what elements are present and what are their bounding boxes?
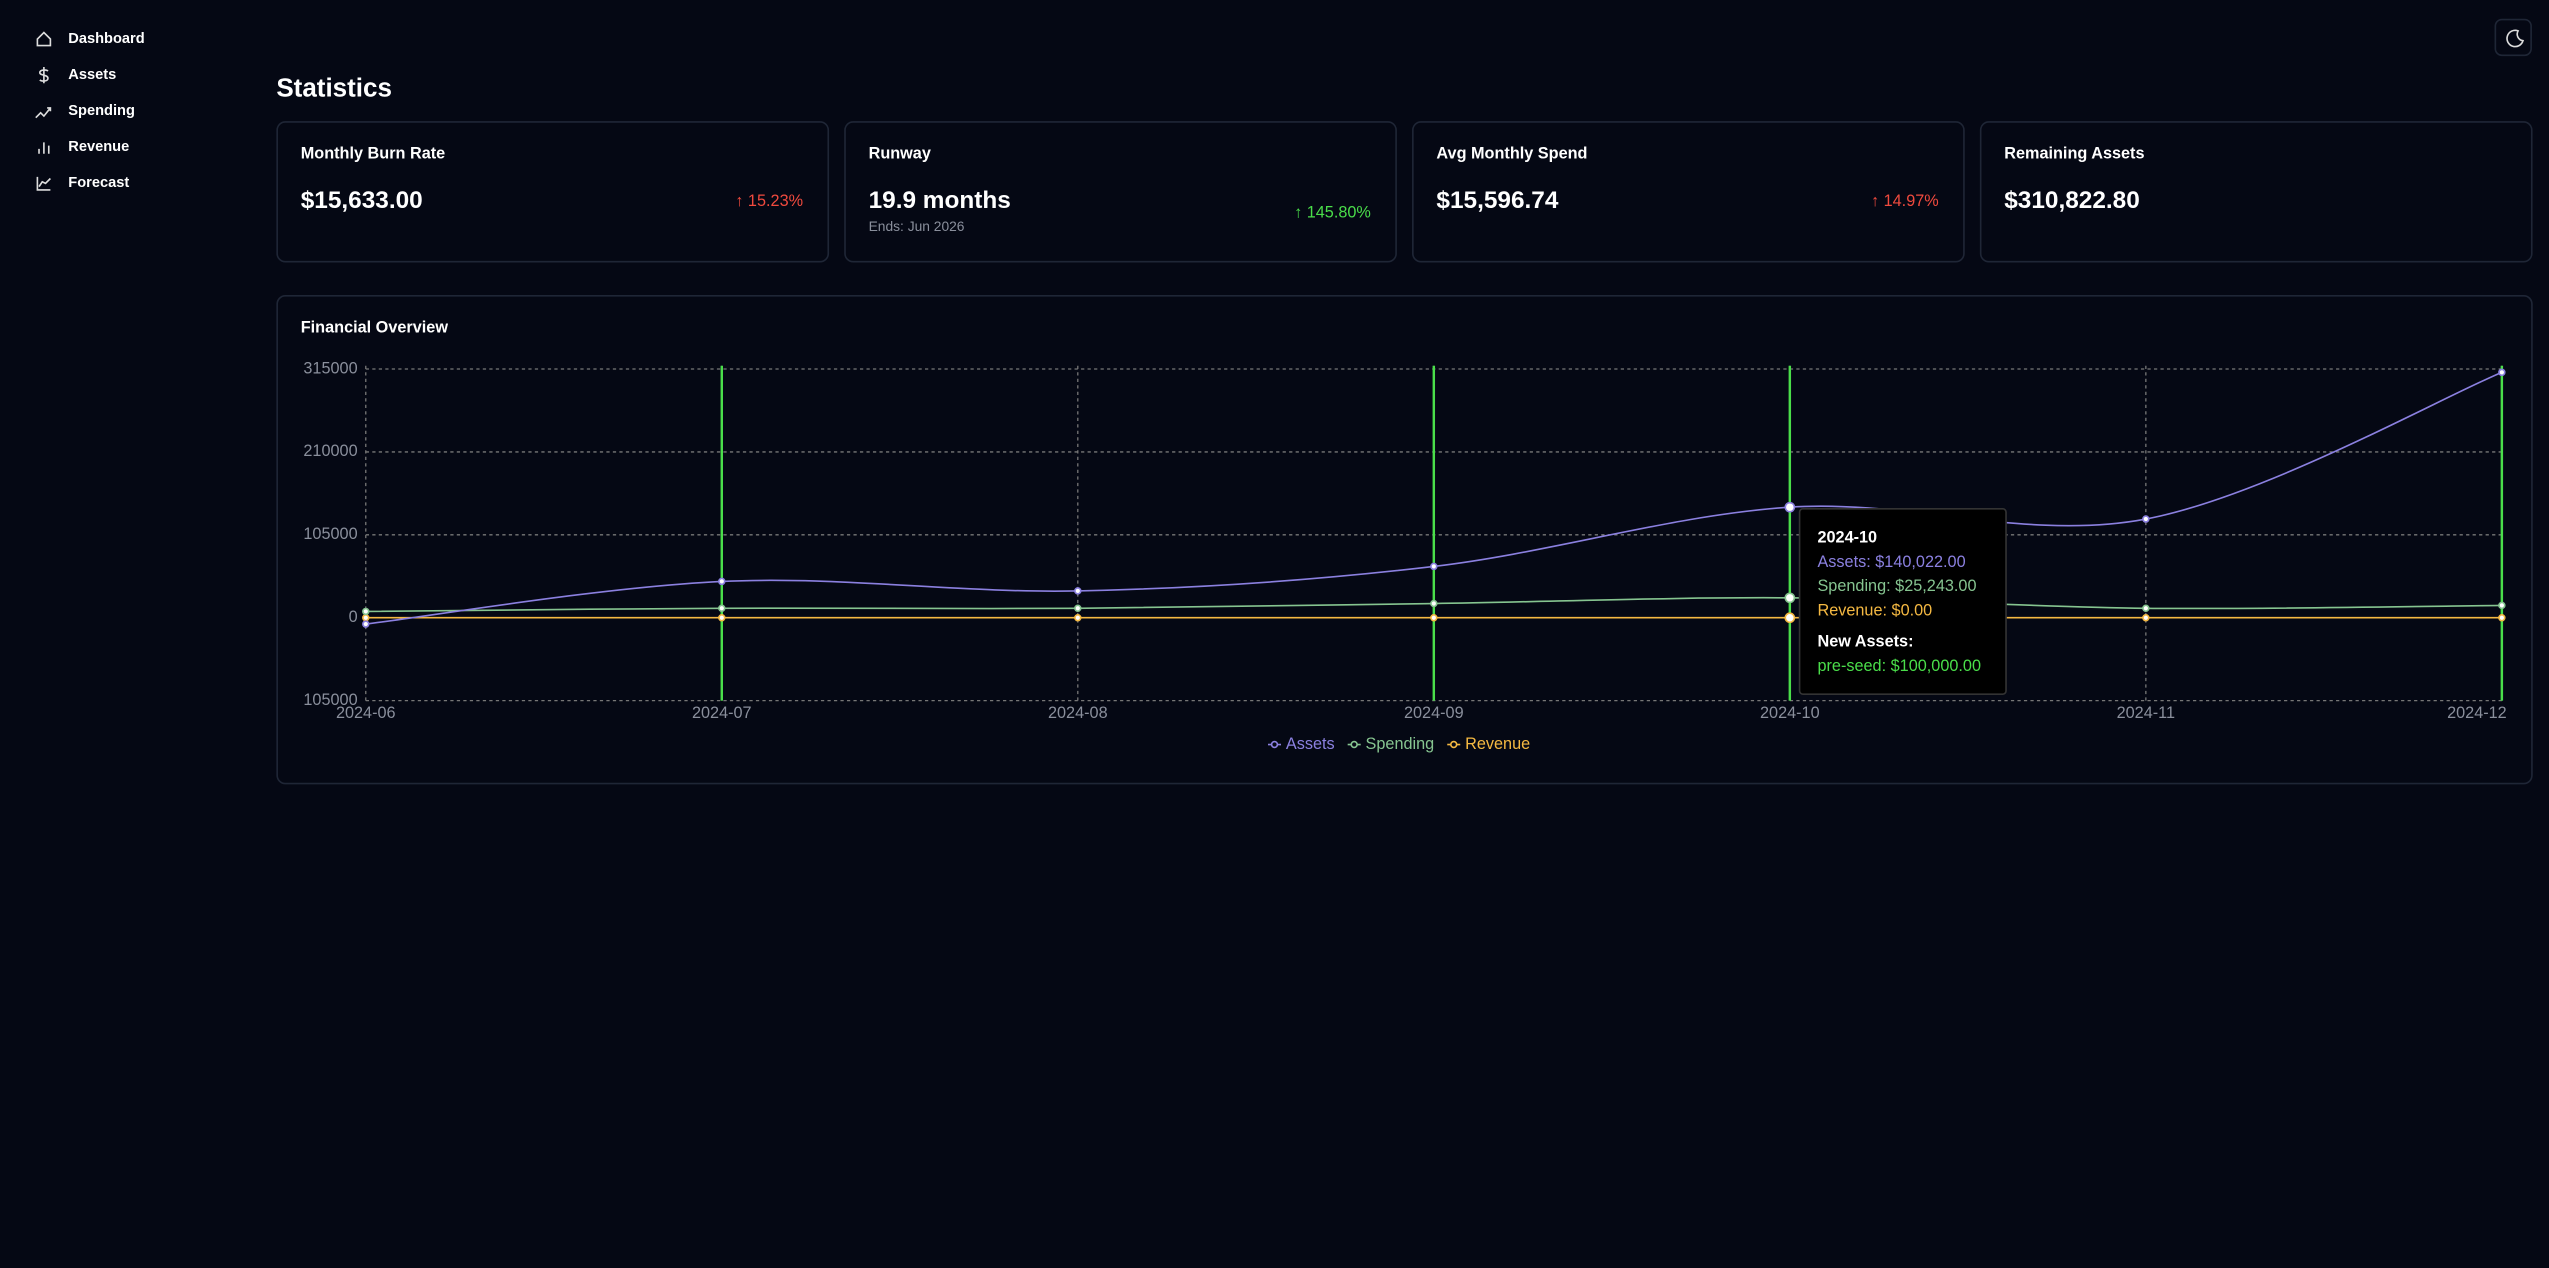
x-tick-label: 2024-10 xyxy=(1760,704,1820,722)
x-tick-label: 2024-11 xyxy=(2117,704,2175,722)
card-title: Runway xyxy=(869,145,931,163)
stat-card xyxy=(276,121,830,263)
data-point xyxy=(1784,501,1796,513)
data-point xyxy=(2142,515,2150,523)
nav-item[interactable]: Dashboard xyxy=(68,31,144,47)
nav-item[interactable]: Assets xyxy=(68,67,116,83)
x-tick-label: 2024-06 xyxy=(336,704,396,722)
data-point xyxy=(362,620,370,628)
stat-card xyxy=(1412,121,1965,263)
card-title: Monthly Burn Rate xyxy=(301,145,445,163)
nav-icon xyxy=(35,107,52,119)
data-point xyxy=(718,614,726,622)
legend-dot xyxy=(1270,740,1279,749)
legend-dot xyxy=(1350,740,1358,749)
y-tick-label: 315000 xyxy=(303,359,357,377)
data-point xyxy=(1430,562,1438,571)
legend-label[interactable]: Revenue xyxy=(1465,735,1530,753)
tooltip-section: New Assets: xyxy=(1817,632,1913,650)
y-tick-label: 0 xyxy=(349,608,358,626)
stat-card xyxy=(844,121,1397,263)
card-change: ↑ 15.23% xyxy=(735,192,803,210)
card-title: Avg Monthly Spend xyxy=(1436,145,1587,163)
card-subtext: Ends: Jun 2026 xyxy=(869,218,965,234)
x-tick-label: 2024-08 xyxy=(1048,704,1108,722)
y-tick-label: 105000 xyxy=(303,691,357,709)
nav-icon xyxy=(39,66,49,84)
theme-toggle[interactable] xyxy=(2494,18,2532,57)
data-point xyxy=(2498,368,2506,377)
data-point xyxy=(1784,612,1796,624)
legend-label[interactable]: Spending xyxy=(1366,735,1435,753)
card-value: $15,596.74 xyxy=(1436,187,1558,214)
nav-item[interactable]: Spending xyxy=(68,103,135,119)
data-point xyxy=(362,614,370,622)
data-point xyxy=(718,577,726,586)
tooltip-title: 2024-10 xyxy=(1817,528,1877,546)
tooltip-line: Revenue: $0.00 xyxy=(1817,602,1932,620)
x-tick-label: 2024-09 xyxy=(1404,704,1464,722)
data-point xyxy=(1784,592,1796,604)
tooltip-line: Spending: $25,243.00 xyxy=(1817,577,1976,595)
data-point xyxy=(2142,614,2150,622)
data-point xyxy=(718,604,726,613)
x-tick-label: 2024-07 xyxy=(692,704,752,722)
data-point xyxy=(1430,614,1438,622)
data-point xyxy=(1074,614,1082,622)
stat-card xyxy=(1979,121,2533,263)
chart-title: Financial Overview xyxy=(301,319,449,337)
nav-icon xyxy=(36,31,52,47)
nav-icon xyxy=(38,142,50,154)
data-point xyxy=(2498,614,2506,622)
tooltip-event: pre-seed: $100,000.00 xyxy=(1817,657,1981,675)
data-point xyxy=(2142,604,2150,613)
data-point xyxy=(1074,604,1082,613)
y-tick-label: 210000 xyxy=(303,442,357,460)
legend-dot xyxy=(1450,740,1458,749)
data-point xyxy=(2498,601,2506,610)
card-value: $310,822.80 xyxy=(2004,187,2140,214)
page-title: Statistics xyxy=(276,72,392,102)
nav-item[interactable]: Revenue xyxy=(68,139,129,155)
nav-item[interactable]: Forecast xyxy=(68,175,129,191)
data-point xyxy=(362,607,370,616)
x-tick-label: 2024-12 xyxy=(2447,704,2507,722)
y-tick-label: 105000 xyxy=(303,525,357,543)
card-value: 19.9 months xyxy=(869,187,1011,214)
card-title: Remaining Assets xyxy=(2004,145,2144,163)
card-change: ↑ 14.97% xyxy=(1871,192,1939,210)
data-point xyxy=(1074,587,1082,595)
moon-icon xyxy=(2506,29,2525,48)
nav-icon xyxy=(36,176,51,191)
tooltip-line: Assets: $140,022.00 xyxy=(1817,553,1965,571)
data-point xyxy=(1430,599,1438,608)
tooltip xyxy=(1798,508,2007,695)
legend-label[interactable]: Assets xyxy=(1286,735,1335,753)
card-change: ↑ 145.80% xyxy=(1294,203,1371,221)
card-value: $15,633.00 xyxy=(301,187,423,214)
chart-card xyxy=(276,295,2533,785)
